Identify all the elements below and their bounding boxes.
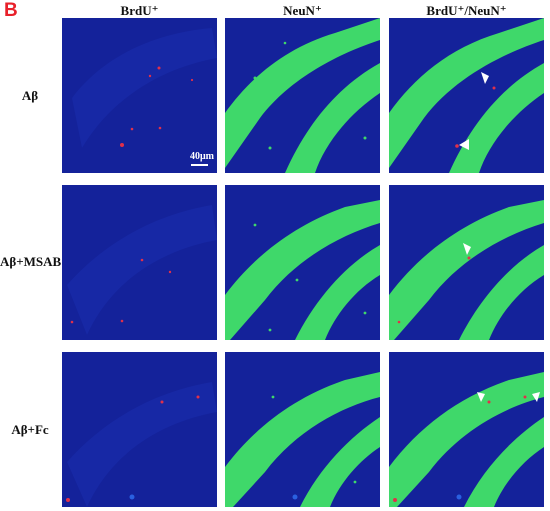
image-merge-abeta-msab (389, 185, 544, 340)
arrowhead-icon (459, 139, 469, 150)
image-merge-abeta (389, 18, 544, 173)
arrowhead-icon (463, 243, 471, 255)
row-label-abeta: Aβ (21, 88, 39, 103)
column-header-merge: BrdU⁺/NeuN⁺ (426, 3, 507, 18)
row-label-abeta-msab: Aβ+MSAB (0, 254, 62, 269)
column-header-neun: NeuN⁺ (283, 3, 322, 18)
panel-letter: B (4, 0, 18, 21)
row-label-abeta-fc: Aβ+Fc (11, 422, 49, 437)
column-header-brdu: BrdU⁺ (120, 3, 159, 18)
image-brdu-abeta (62, 18, 217, 173)
arrowhead-icon (532, 392, 540, 402)
arrowhead-icon (477, 392, 485, 402)
image-brdu-abeta-fc (62, 352, 217, 507)
image-neun-abeta-msab (225, 185, 380, 340)
image-neun-abeta-fc (225, 352, 380, 507)
image-brdu-abeta-msab (62, 185, 217, 340)
image-neun-abeta (225, 18, 380, 173)
arrowhead-icon (481, 72, 489, 84)
scale-bar-label: 40μm (190, 151, 214, 162)
image-merge-abeta-fc (389, 352, 544, 507)
scale-bar (191, 164, 208, 166)
